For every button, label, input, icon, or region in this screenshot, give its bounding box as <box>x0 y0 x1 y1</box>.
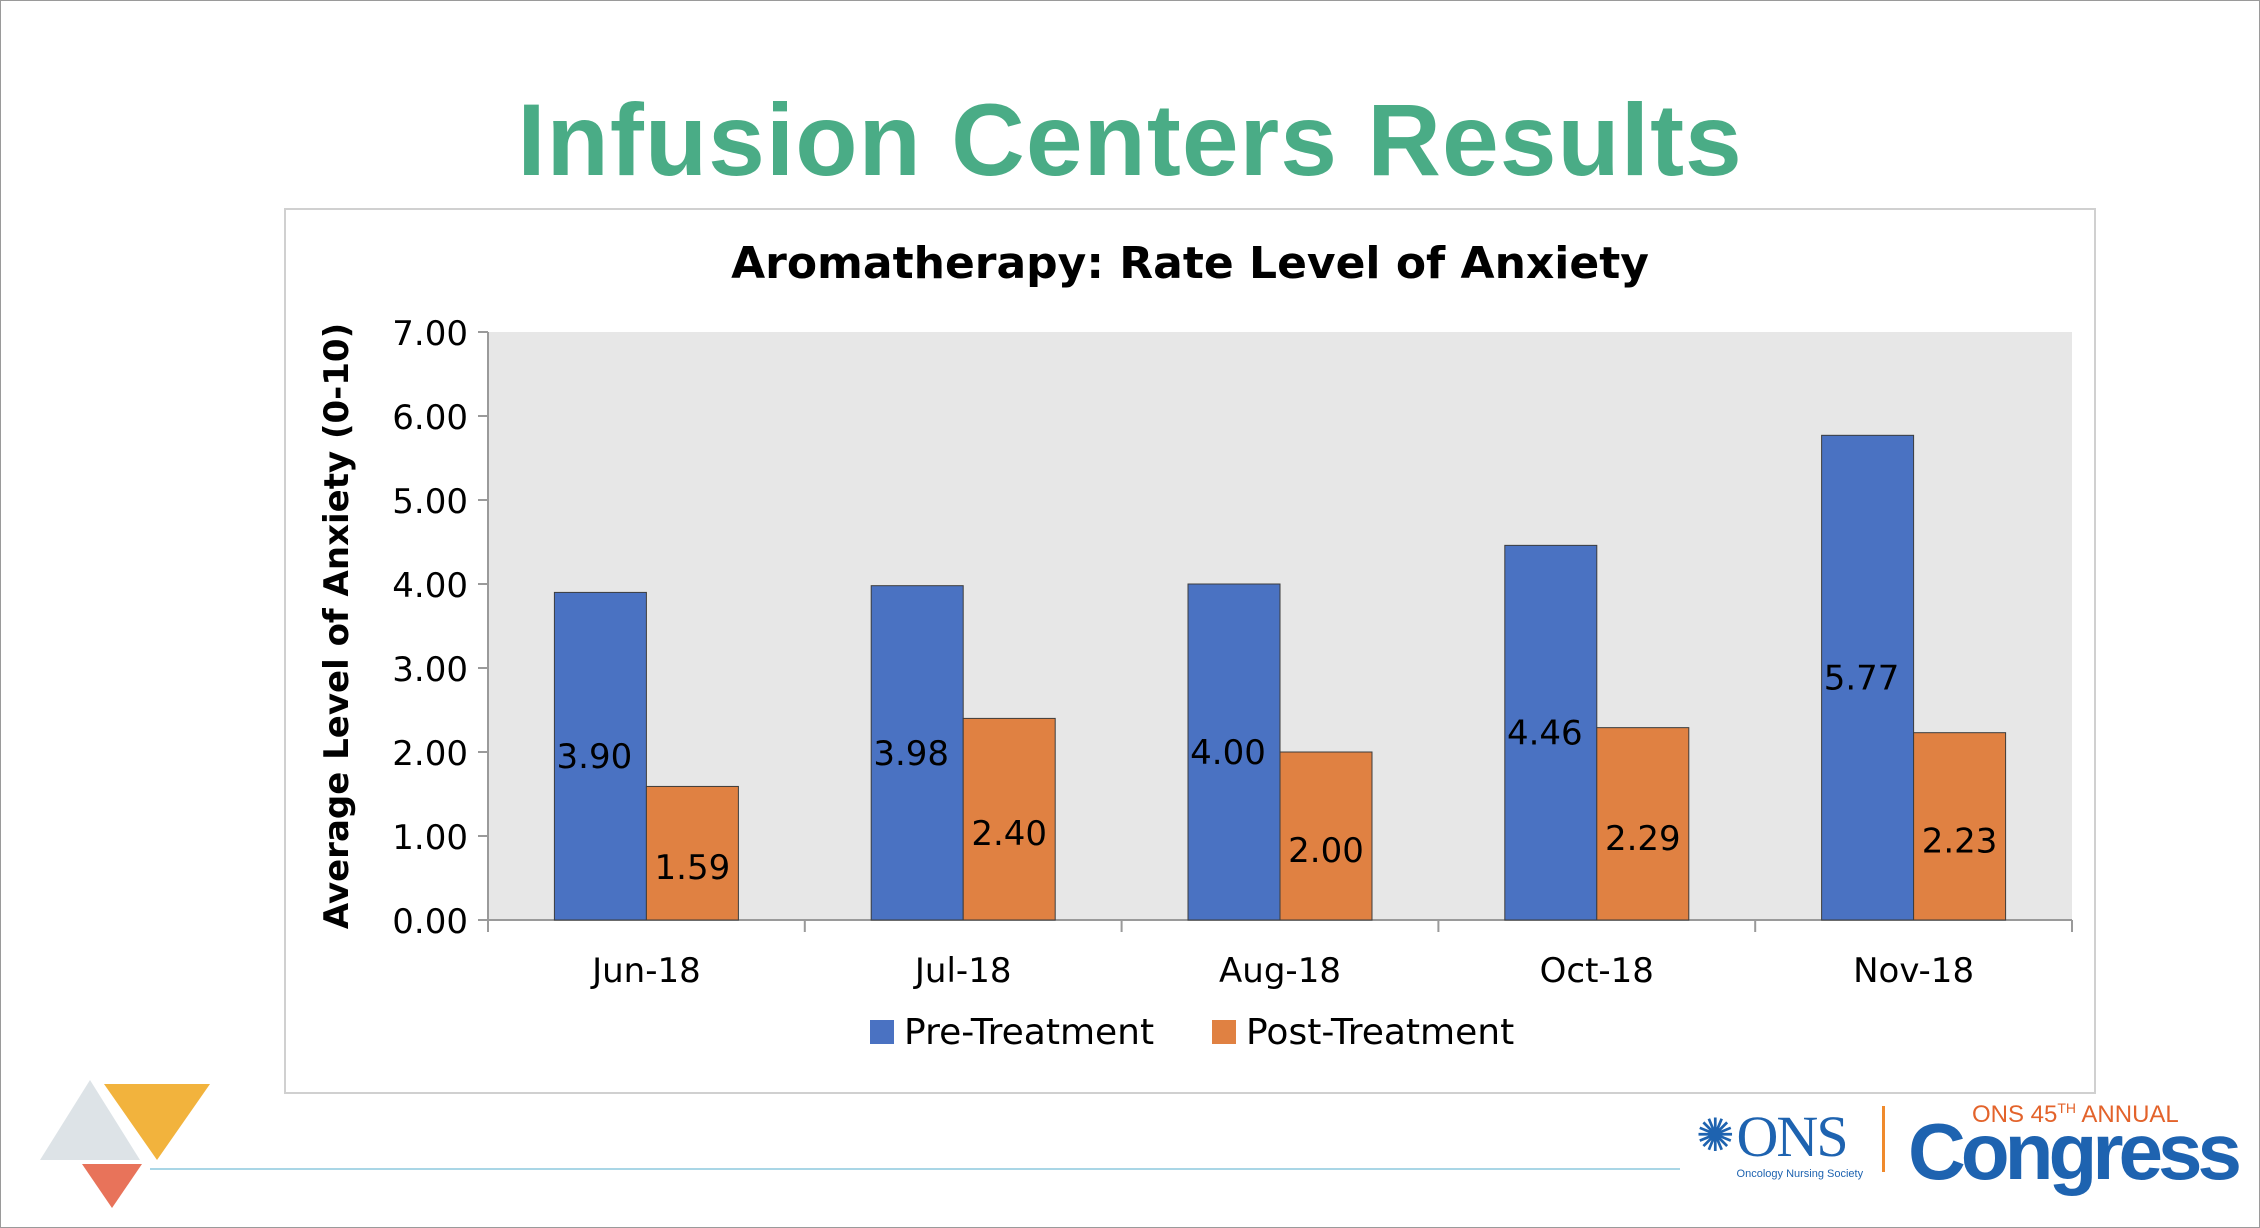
congress-heading: ONS 45TH ANNUAL <box>1972 1100 2179 1129</box>
data-label-pre-treatment: 4.46 <box>1507 714 1583 754</box>
legend-label-post-treatment: Post-Treatment <box>1246 1012 1514 1053</box>
x-tick-label: Aug-18 <box>1219 951 1341 991</box>
x-tick-label: Oct-18 <box>1540 951 1654 991</box>
data-label-pre-treatment: 3.90 <box>557 737 633 777</box>
bar-post-treatment <box>645 785 739 921</box>
data-label-post-treatment: 2.40 <box>971 814 1047 854</box>
decorative-triangles <box>40 1080 210 1208</box>
y-tick-label: 3.00 <box>392 650 468 690</box>
ons-logo-text: ONS <box>1736 1104 1849 1169</box>
data-label-post-treatment: 2.23 <box>1922 821 1998 861</box>
ons-star-icon: ✺ <box>1696 1109 1735 1161</box>
legend-swatch-post-treatment <box>1212 1020 1236 1044</box>
x-tick-label: Jun-18 <box>590 951 701 991</box>
bar-post-treatment <box>1596 727 1690 921</box>
y-tick-label: 7.00 <box>392 314 468 354</box>
legend-label-pre-treatment: Pre-Treatment <box>904 1012 1154 1053</box>
congress-heading-sup: TH <box>2057 1100 2077 1116</box>
data-label-post-treatment: 1.59 <box>655 848 731 888</box>
bar-pre-treatment <box>1187 583 1281 921</box>
chart-title: Aromatherapy: Rate Level of Anxiety <box>731 238 1649 289</box>
bar-post-treatment <box>1279 751 1373 921</box>
bar-post-treatment <box>962 717 1056 921</box>
y-axis-label: Average Level of Anxiety (0-10) <box>317 323 357 929</box>
ons-logo: ✺ ONS Oncology Nursing Society <box>1696 1104 1864 1181</box>
y-tick-label: 1.00 <box>392 818 468 858</box>
y-tick-label: 2.00 <box>392 734 468 774</box>
congress-heading-main: ONS 45 <box>1972 1101 2058 1128</box>
y-tick-label: 0.00 <box>392 902 468 942</box>
y-tick-label: 4.00 <box>392 566 468 606</box>
bar-pre-treatment <box>870 585 964 921</box>
congress-heading-rest: ANNUAL <box>2076 1101 2179 1128</box>
bar-chart: 0.00 1.00 2.00 3.00 4.00 5.00 6.00 7.00 Average … <box>317 314 2073 1053</box>
data-label-post-treatment: 2.29 <box>1605 819 1681 859</box>
triangle-coral <box>82 1164 142 1208</box>
footer-line <box>150 1168 1680 1170</box>
slide-title: Infusion Centers Results <box>517 83 1743 197</box>
x-tick-label: Nov-18 <box>1853 951 1974 991</box>
ons-logo-subtitle: Oncology Nursing Society <box>1736 1168 1864 1180</box>
data-label-pre-treatment: 5.77 <box>1824 659 1900 699</box>
chart-frame: Aromatherapy: Rate Level of Anxiety 0.00… <box>284 208 2096 1094</box>
congress-logo-word: Congress <box>1908 1107 2242 1196</box>
x-tick-label: Jul-18 <box>913 951 1012 991</box>
legend-swatch-pre-treatment <box>870 1020 894 1044</box>
data-label-pre-treatment: 3.98 <box>873 734 949 774</box>
bar-pre-treatment <box>1504 544 1598 921</box>
logo-separator <box>1882 1106 1885 1172</box>
data-label-pre-treatment: 4.00 <box>1190 733 1266 773</box>
bar-pre-treatment <box>1821 434 1915 921</box>
triangle-gray <box>40 1080 140 1160</box>
y-tick-label: 5.00 <box>392 482 468 522</box>
data-label-post-treatment: 2.00 <box>1288 831 1364 871</box>
y-tick-label: 6.00 <box>392 398 468 438</box>
triangle-gold <box>104 1084 210 1160</box>
bar-post-treatment <box>1913 732 2007 921</box>
bar-pre-treatment <box>553 591 647 921</box>
